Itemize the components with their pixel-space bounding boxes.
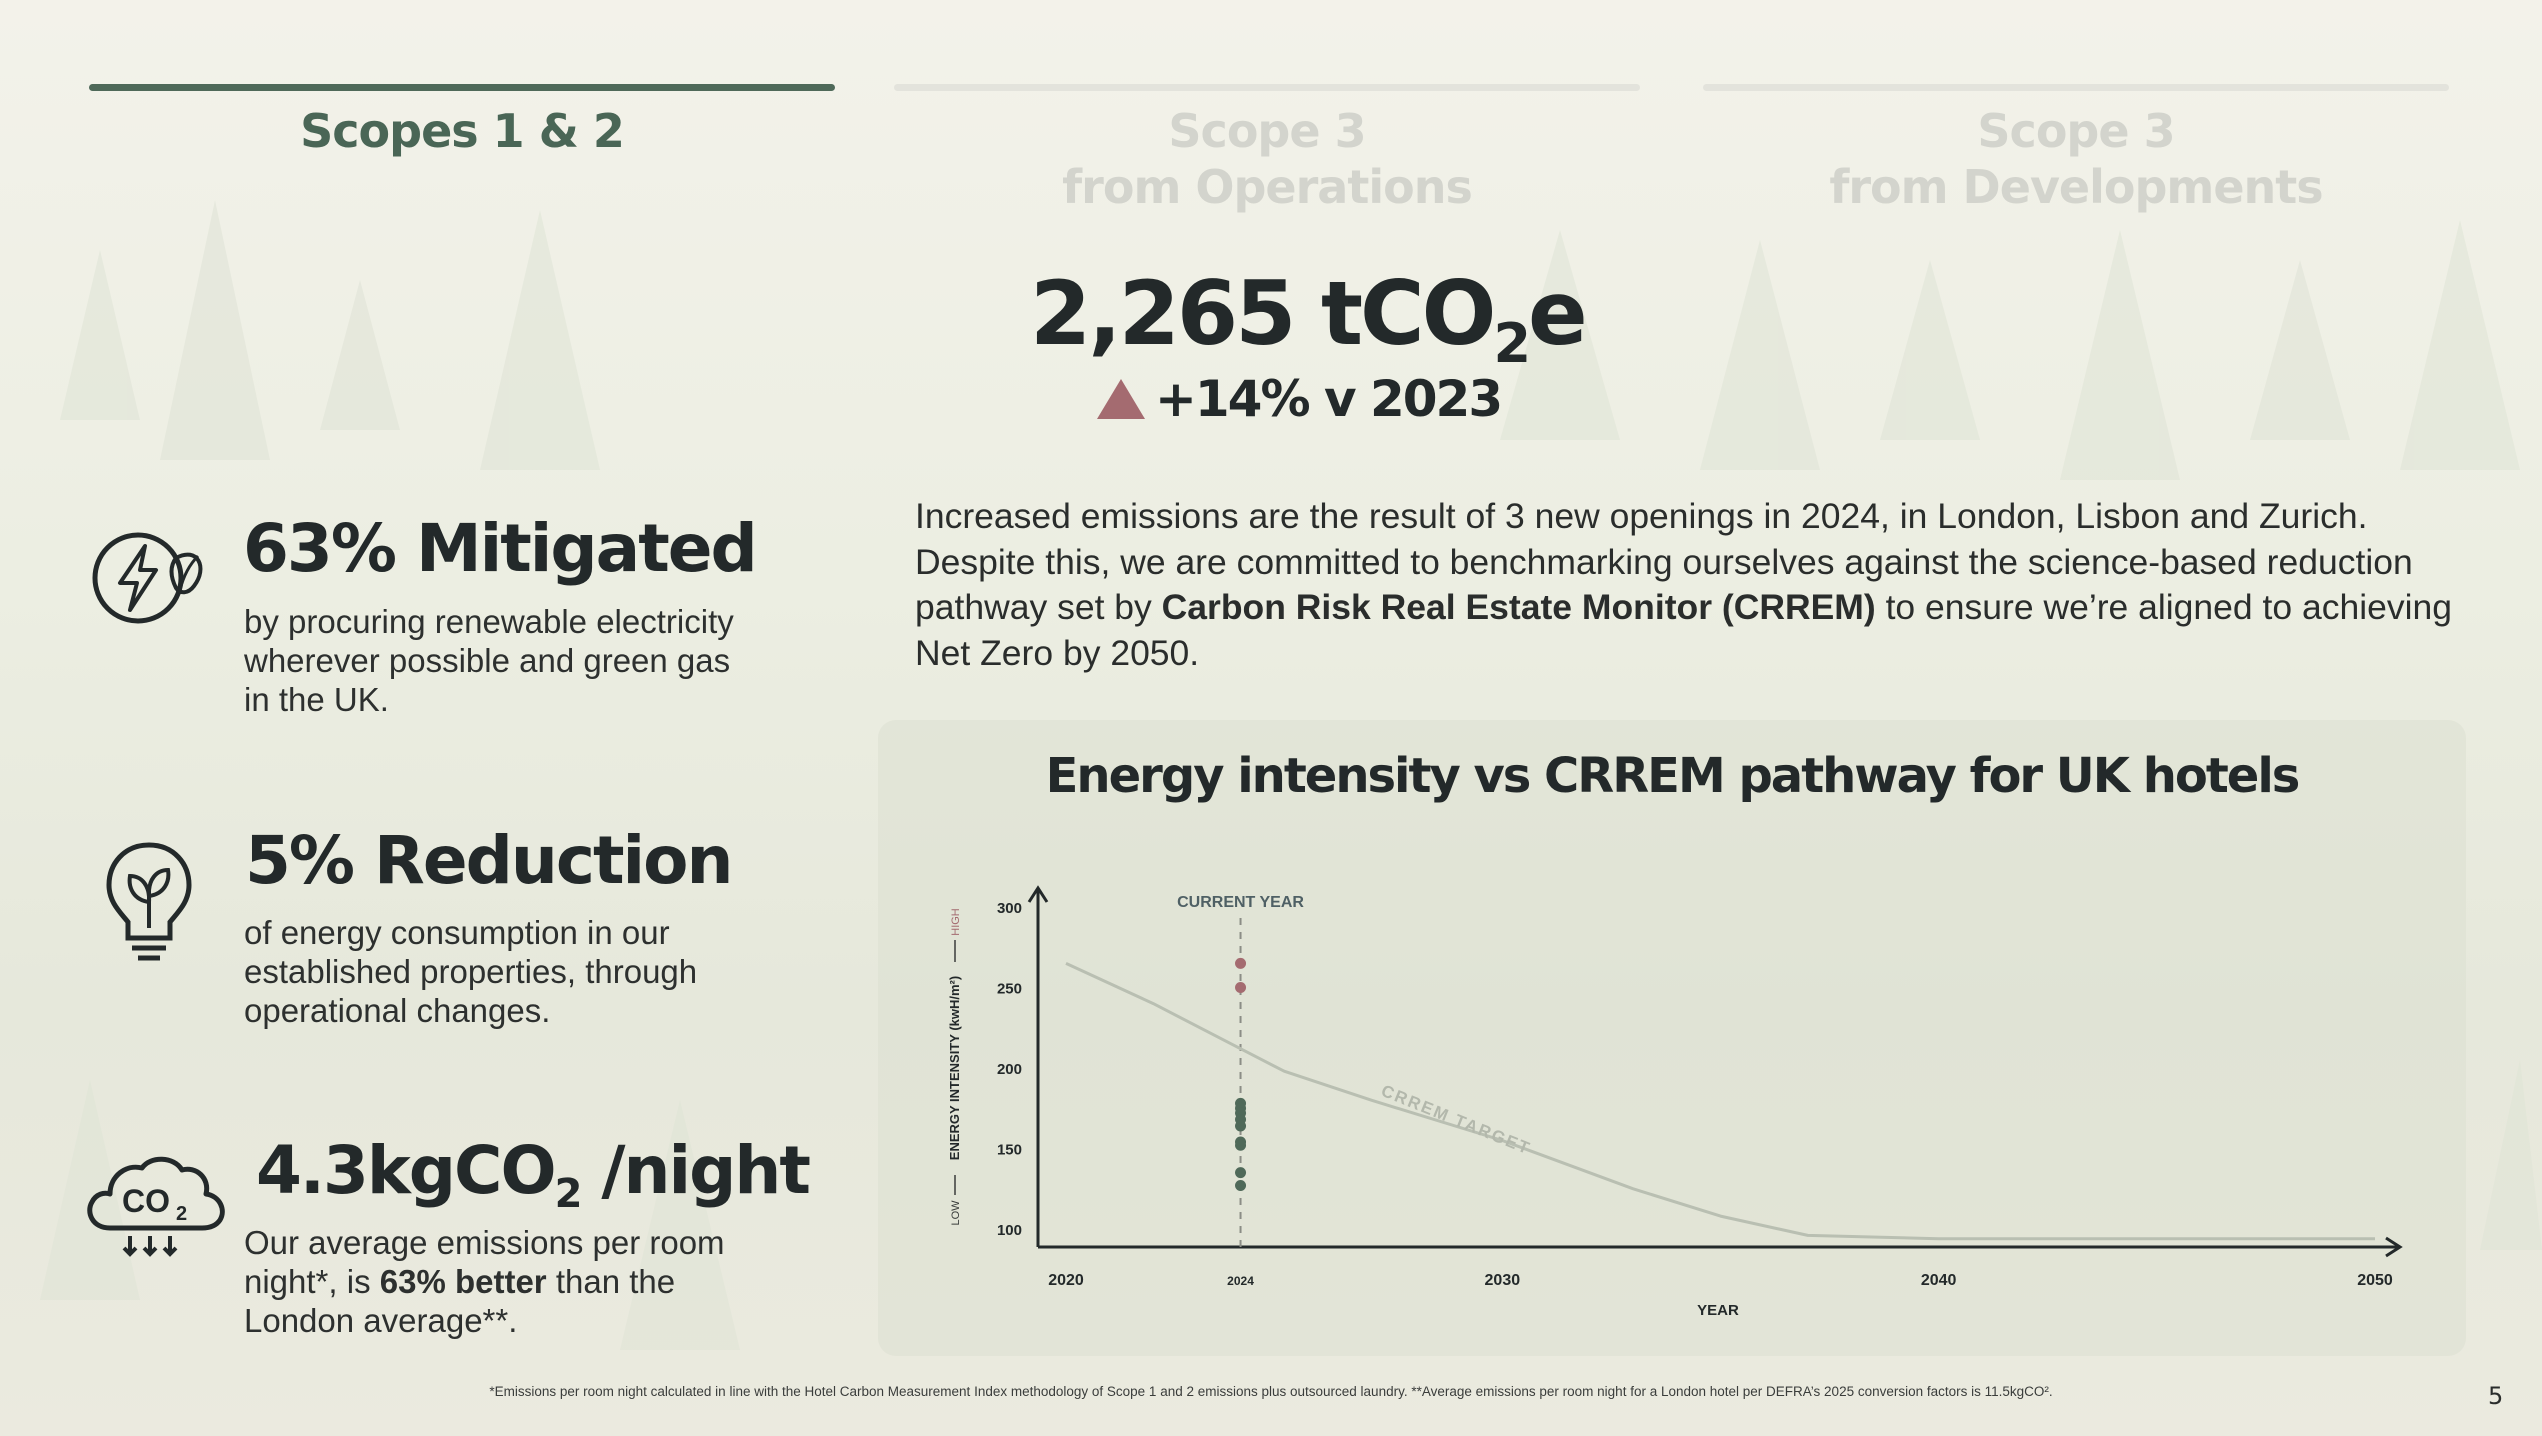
y-tick-label: 300 bbox=[997, 900, 1022, 917]
stat-description: Our average emissions per room night*, i… bbox=[244, 1223, 784, 1340]
tab-label: Scopes 1 & 2 bbox=[300, 104, 625, 158]
chart-title: Energy intensity vs CRREM pathway for UK… bbox=[1045, 748, 2301, 804]
x-tick-label: 2020 bbox=[1048, 1272, 1084, 1289]
stat-title: 5% Reduction bbox=[245, 822, 733, 899]
tab-scope-3-developments[interactable]: Scope 3 from Developments bbox=[1703, 84, 2449, 215]
y-axis-high-label: HIGH bbox=[950, 908, 962, 936]
crrem-target-label: CRREM TARGET bbox=[1379, 1081, 1534, 1158]
x-tick-label: 2040 bbox=[1921, 1272, 1957, 1289]
stat-title: 63% Mitigated bbox=[243, 510, 758, 587]
footnote: *Emissions per room night calculated in … bbox=[489, 1384, 2053, 1399]
stat-title-subscript: 2 bbox=[554, 1171, 583, 1217]
x-tick-label: 2024 bbox=[1227, 1274, 1254, 1288]
stat-description: of energy consumption in our established… bbox=[244, 914, 698, 1029]
tab-indicator bbox=[894, 84, 1640, 91]
total-emissions: 2,265 tCO2e bbox=[1030, 262, 1588, 375]
page-number: 5 bbox=[2488, 1382, 2504, 1410]
up-triangle-icon bbox=[1097, 379, 1145, 419]
y-axis-arrow bbox=[1027, 885, 1049, 903]
co2-cloud-icon: CO 2 bbox=[87, 1156, 225, 1257]
stat-desc-bold: 63% better bbox=[379, 1263, 547, 1300]
x-axis-arrow bbox=[2385, 1236, 2403, 1258]
stat-description: by procuring renewable electricity where… bbox=[244, 603, 734, 718]
tab-label: Scope 3 from Operations bbox=[1062, 104, 1473, 214]
stat-title-suffix: /night bbox=[580, 1132, 811, 1209]
y-axis-label: ENERGY INTENSITY (kwH/m²) bbox=[947, 976, 962, 1160]
data-point bbox=[1235, 982, 1247, 993]
crrem-target-line bbox=[1065, 962, 2375, 1241]
chart-panel bbox=[878, 720, 2466, 1356]
svg-text:CO: CO bbox=[122, 1183, 170, 1219]
summary-text-1: Increased emissions are the result of 3 … bbox=[915, 496, 2413, 627]
stat-title: 4.3kgCO2 /night bbox=[256, 1132, 811, 1217]
y-tick-label: 250 bbox=[997, 981, 1022, 998]
x-tick-label: 2030 bbox=[1485, 1272, 1521, 1289]
x-tick-label: 2050 bbox=[2357, 1272, 2393, 1289]
tab-scope-3-operations[interactable]: Scope 3 from Operations bbox=[894, 84, 1640, 215]
data-point bbox=[1235, 957, 1247, 969]
tab-label: Scope 3 from Developments bbox=[1829, 104, 2323, 214]
stat-desc-1: Our average emissions per room night*, i… bbox=[244, 1224, 725, 1300]
lightbulb-leaf-icon bbox=[106, 842, 192, 961]
tab-scopes-1-2[interactable]: Scopes 1 & 2 bbox=[89, 84, 835, 159]
data-point bbox=[1235, 1167, 1247, 1179]
svg-text:2: 2 bbox=[176, 1203, 187, 1225]
summary-bold: Carbon Risk Real Estate Monitor (CRREM) bbox=[1161, 587, 1876, 627]
summary-paragraph: Increased emissions are the result of 3 … bbox=[915, 494, 2455, 676]
change-text: +14% v 2023 bbox=[1155, 370, 1503, 428]
tab-indicator bbox=[89, 84, 835, 91]
y-tick-label: 100 bbox=[997, 1222, 1022, 1239]
stat-title-prefix: 4.3kgCO bbox=[256, 1132, 557, 1209]
y-axis-low-label: LOW bbox=[950, 1200, 962, 1226]
total-emissions-suffix: e bbox=[1528, 262, 1588, 365]
data-point bbox=[1235, 1180, 1247, 1192]
x-axis-label: YEAR bbox=[1697, 1302, 1739, 1319]
y-tick-label: 150 bbox=[997, 1142, 1022, 1159]
renewable-energy-icon bbox=[92, 532, 203, 624]
data-point bbox=[1235, 1139, 1247, 1151]
data-point bbox=[1235, 1120, 1247, 1132]
total-emissions-value: 2,265 tCO bbox=[1030, 262, 1496, 365]
change-indicator: +14% v 2023 bbox=[1097, 370, 1503, 428]
current-year-label: CURRENT YEAR bbox=[1177, 894, 1304, 911]
total-emissions-subscript: 2 bbox=[1493, 312, 1531, 375]
tab-indicator bbox=[1703, 84, 2449, 91]
summary-text-2: to ensure we’re aligned to achieving Net… bbox=[915, 587, 2452, 673]
y-tick-label: 200 bbox=[997, 1061, 1022, 1078]
stat-desc-2: than the London average**. bbox=[244, 1263, 676, 1339]
